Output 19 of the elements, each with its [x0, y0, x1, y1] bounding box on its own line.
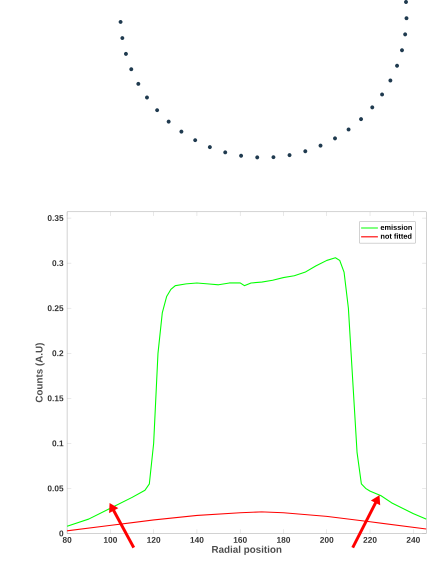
x-tick-label: 180: [276, 536, 290, 543]
x-tick-label: 120: [147, 536, 160, 543]
y-tick-label: 0.1: [52, 440, 64, 446]
y-tick-label: 0.25: [48, 305, 64, 312]
x-tick-label: 160: [234, 536, 247, 543]
y-axis-title: Counts (A.U): [35, 343, 44, 402]
x-tick-label: 140: [190, 536, 204, 543]
x-tick-label: 240: [406, 536, 420, 543]
x-axis-title: Radial position: [212, 546, 282, 555]
y-tick-label: 0.3: [52, 260, 64, 266]
y-tick-label: 0: [59, 530, 64, 536]
x-tick-label: 80: [62, 536, 72, 543]
y-tick-label: 0.35: [48, 215, 64, 222]
y-tick-label: 0.2: [52, 350, 64, 356]
x-tick-label: 220: [363, 536, 377, 543]
y-tick-label: 0.05: [48, 485, 64, 492]
x-tick-label: 200: [320, 536, 334, 543]
y-tick-label: 0.15: [48, 395, 64, 402]
x-tick-label: 100: [104, 536, 117, 543]
